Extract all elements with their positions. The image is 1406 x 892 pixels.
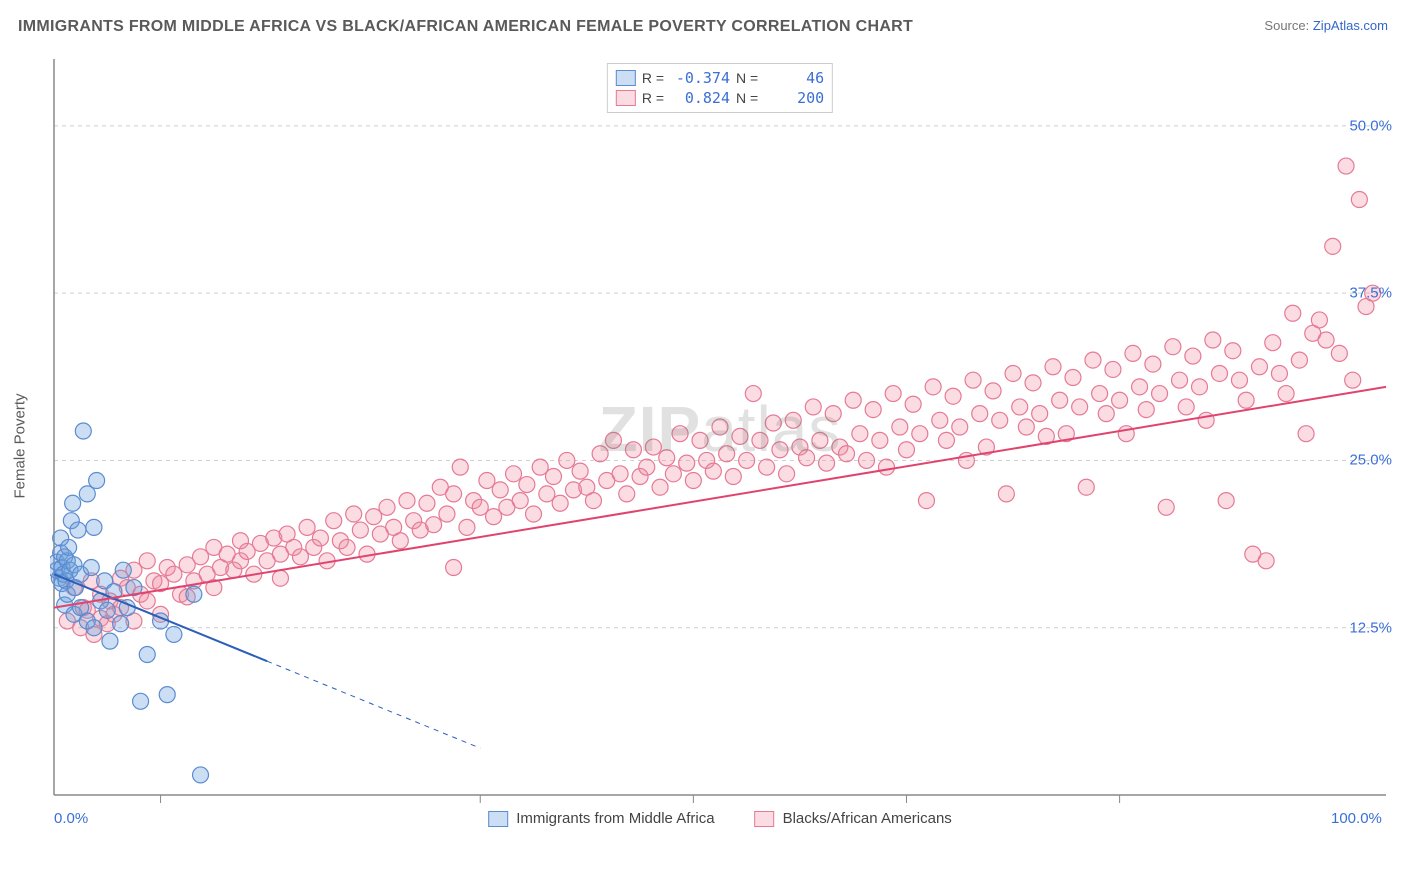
scatter-plot-svg [50,55,1390,835]
r-label: R = [642,90,664,106]
source-label: Source: [1264,18,1309,33]
legend-series-name-0: Immigrants from Middle Africa [516,810,714,827]
r-label: R = [642,70,664,86]
n-label: N = [736,70,758,86]
x-tick-label: 0.0% [54,810,88,827]
chart-area: ZIPatlas R = -0.374 N = 46 R = 0.824 N =… [50,55,1390,835]
legend-stat-row-0: R = -0.374 N = 46 [616,68,824,88]
chart-title: IMMIGRANTS FROM MIDDLE AFRICA VS BLACK/A… [18,18,913,36]
n-value-0: 46 [764,69,824,87]
legend-swatch-blue [488,811,508,827]
r-value-1: 0.824 [670,89,730,107]
legend-item-0: Immigrants from Middle Africa [488,810,714,827]
legend-swatch-pink [755,811,775,827]
y-axis-label: Female Poverty [12,393,29,498]
legend-statistics: R = -0.374 N = 46 R = 0.824 N = 200 [607,63,833,113]
y-tick-label: 37.5% [1349,285,1392,302]
legend-stat-row-1: R = 0.824 N = 200 [616,88,824,108]
y-tick-label: 25.0% [1349,452,1392,469]
y-tick-label: 50.0% [1349,117,1392,134]
legend-swatch-blue [616,70,636,86]
n-value-1: 200 [764,89,824,107]
source-attribution: Source: ZipAtlas.com [1264,18,1388,33]
legend-series-name-1: Blacks/African Americans [783,810,952,827]
chart-container: IMMIGRANTS FROM MIDDLE AFRICA VS BLACK/A… [0,0,1406,892]
legend-swatch-pink [616,90,636,106]
r-value-0: -0.374 [670,69,730,87]
x-tick-label: 100.0% [1331,810,1382,827]
source-link[interactable]: ZipAtlas.com [1313,18,1388,33]
legend-series: Immigrants from Middle Africa Blacks/Afr… [488,810,952,827]
legend-item-1: Blacks/African Americans [755,810,952,827]
n-label: N = [736,90,758,106]
y-tick-label: 12.5% [1349,619,1392,636]
